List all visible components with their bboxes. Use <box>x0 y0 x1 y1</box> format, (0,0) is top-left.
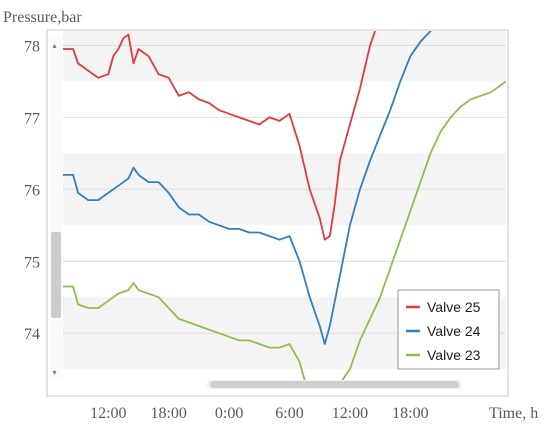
y-tick-label: 77 <box>24 110 40 127</box>
y-axis-ticks: 74 75 76 77 78 <box>24 38 40 343</box>
legend: Valve 25 Valve 24 Valve 23 <box>397 289 500 370</box>
legend-label: Valve 24 <box>427 323 481 339</box>
horizontal-scrollbar[interactable] <box>207 380 462 389</box>
series-lines <box>63 31 506 380</box>
x-tick-label: 18:00 <box>150 405 186 422</box>
grid-lines <box>63 44 506 334</box>
horizontal-scrollbar-thumb[interactable] <box>210 381 459 388</box>
series-line-valve-24 <box>63 31 433 345</box>
scroll-up-arrow-icon[interactable]: ▴ <box>53 41 57 50</box>
y-tick-label: 78 <box>24 38 40 55</box>
x-axis-ticks: 12:00 18:00 0:00 6:00 12:00 18:00 <box>90 405 428 422</box>
y-tick-label: 76 <box>24 182 40 199</box>
y-tick-label: 74 <box>24 326 40 343</box>
x-axis-title: Time, h <box>489 405 538 422</box>
y-tick-label: 75 <box>24 254 40 271</box>
x-tick-label: 0:00 <box>215 405 243 422</box>
vertical-scrollbar[interactable]: ▴ ▾ <box>50 38 62 378</box>
y-axis-title: Pressure,bar <box>3 9 82 26</box>
x-tick-label: 12:00 <box>90 405 126 422</box>
legend-label: Valve 25 <box>427 299 481 315</box>
x-tick-label: 18:00 <box>392 405 428 422</box>
x-tick-label: 12:00 <box>332 405 368 422</box>
series-line-valve-25 <box>63 31 376 241</box>
series-line-valve-23 <box>63 80 506 380</box>
x-tick-label: 6:00 <box>275 405 303 422</box>
vertical-scrollbar-thumb[interactable] <box>51 232 61 318</box>
scroll-down-arrow-icon[interactable]: ▾ <box>53 368 57 377</box>
vertical-scrollbar-track[interactable] <box>50 38 62 378</box>
legend-label: Valve 23 <box>427 347 481 363</box>
